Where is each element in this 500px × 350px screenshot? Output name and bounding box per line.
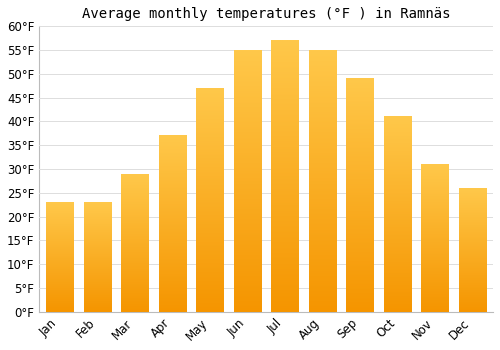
Title: Average monthly temperatures (°F ) in Ramnäs: Average monthly temperatures (°F ) in Ra…	[82, 7, 450, 21]
